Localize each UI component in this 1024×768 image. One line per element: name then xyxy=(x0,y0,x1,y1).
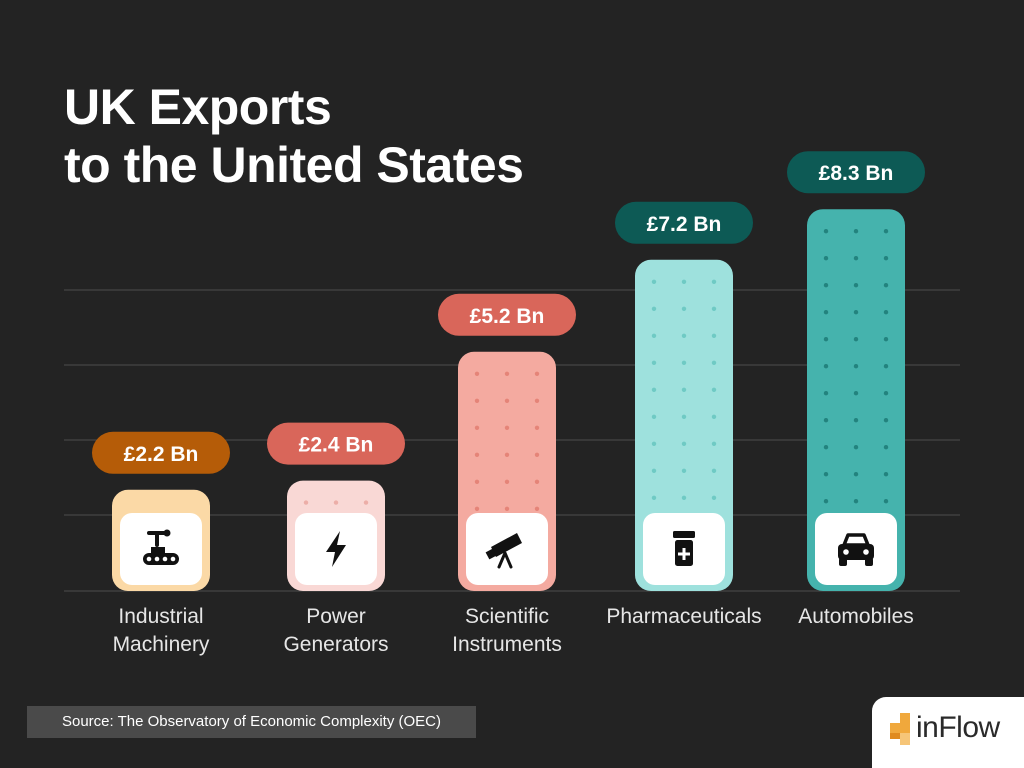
lightning-bolt-icon xyxy=(326,531,346,567)
category-label-line: Automobiles xyxy=(798,605,914,628)
bar-dots xyxy=(651,279,717,500)
value-pill xyxy=(267,422,405,465)
bar xyxy=(807,209,905,591)
value-label: £8.3 Bn xyxy=(819,162,894,185)
category-label: Scientific Instruments xyxy=(412,603,602,659)
value-label: £2.4 Bn xyxy=(299,434,374,457)
bar-group: £2.4 Bn xyxy=(267,422,405,591)
inflow-logo-mark-icon xyxy=(890,713,910,745)
value-pill xyxy=(787,151,925,194)
category-label: Industrial Machinery xyxy=(66,603,256,659)
category-label-line: Power xyxy=(306,605,366,628)
bar-group: £8.3 Bn xyxy=(787,151,925,591)
category-label: Automobiles xyxy=(761,603,951,631)
value-pill xyxy=(92,431,230,474)
value-label: £5.2 Bn xyxy=(470,305,545,328)
category-label-line: Generators xyxy=(283,633,389,656)
bars: £2.2 Bn £2.4 Bn £5.2 Bn £7.2 Bn £8.3 Bn xyxy=(92,151,925,591)
category-label: Power Generators xyxy=(241,603,431,659)
value-label: £2.2 Bn xyxy=(124,443,199,466)
bar-dots xyxy=(303,500,369,505)
category-label-line: Machinery xyxy=(112,633,210,656)
logo-text: inFlow xyxy=(916,711,1000,744)
bar-group: £2.2 Bn xyxy=(92,431,230,591)
pill-bottle-icon xyxy=(673,531,695,566)
value-pill xyxy=(615,201,753,244)
category-label-line: Scientific xyxy=(464,605,550,628)
category-label-line: Pharmaceuticals xyxy=(606,605,762,628)
category-label-line: Industrial xyxy=(118,605,204,628)
inflow-logo: inFlow xyxy=(872,697,1024,768)
robot-arm-conveyor-icon xyxy=(143,529,179,565)
bar-dots xyxy=(474,371,540,511)
title-line-1: UK Exports xyxy=(64,79,332,135)
category-label: Pharmaceuticals xyxy=(589,603,779,631)
car-icon xyxy=(838,533,874,566)
category-label-line: Instruments xyxy=(452,633,562,656)
title-line-2: to the United States xyxy=(64,137,524,193)
bar-group: £5.2 Bn xyxy=(438,293,576,591)
telescope-icon xyxy=(485,533,522,569)
chart-title: UK Exports to the United States xyxy=(64,78,524,194)
source-note: Source: The Observatory of Economic Comp… xyxy=(27,706,476,738)
bar-dots xyxy=(823,229,889,504)
value-pill xyxy=(438,293,576,336)
value-label: £7.2 Bn xyxy=(647,213,722,236)
bar xyxy=(635,259,733,591)
bar-group: £7.2 Bn xyxy=(615,201,753,591)
